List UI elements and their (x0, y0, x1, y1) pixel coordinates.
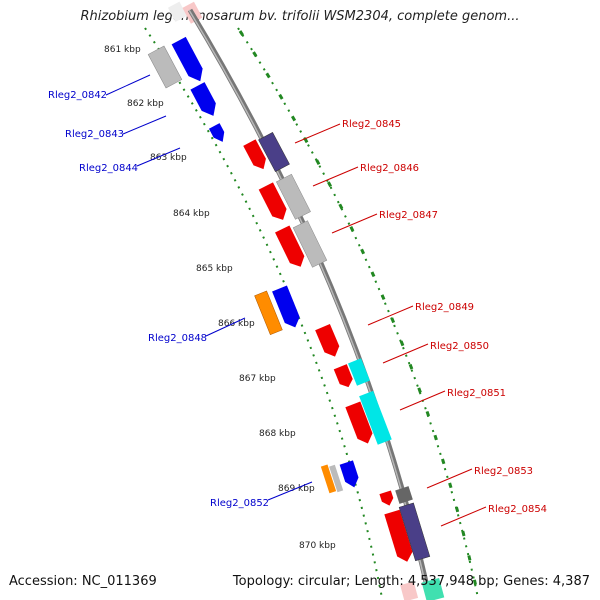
ruler-label: 864 kbp (173, 209, 210, 219)
gene-leader-line (440, 506, 487, 527)
gene-arrow-red-6 (345, 401, 373, 444)
gene-label-rleg2-0849[interactable]: Rleg2_0849 (415, 302, 474, 313)
gene-block-orange-2 (320, 464, 337, 494)
ruler-label: 869 kbp (278, 484, 315, 494)
reverse-genes (243, 132, 445, 600)
ruler-label: 863 kbp (150, 153, 187, 163)
gene-arrow-blue-1 (171, 36, 203, 82)
gene-label-rleg2-0843[interactable]: Rleg2_0843 (65, 129, 124, 140)
gene-block-gray-3 (276, 173, 311, 220)
gene-partial-bottom-teal (421, 578, 445, 600)
gene-leader-line (331, 213, 378, 234)
gene-block-gray-2 (329, 464, 344, 493)
gene-arrow-red-2 (258, 182, 287, 220)
gene-arrow-red-3 (275, 225, 305, 267)
gene-arrow-blue-5 (339, 460, 359, 488)
gene-label-rleg2-0852[interactable]: Rleg2_0852 (210, 498, 269, 509)
ruler-labels: 861 kbp 862 kbp 863 kbp 864 kbp 865 kbp … (104, 45, 336, 551)
gene-leader-line (426, 468, 473, 489)
gene-leader-line (294, 123, 341, 144)
gene-leader-line (382, 343, 429, 364)
ruler-label: 870 kbp (299, 541, 336, 551)
forward-genes (147, 36, 359, 494)
gene-label-rleg2-0845[interactable]: Rleg2_0845 (342, 119, 401, 130)
gene-label-rleg2-0853[interactable]: Rleg2_0853 (474, 466, 533, 477)
gene-arrow-red-1 (243, 139, 266, 170)
gene-arrow-blue-3 (208, 123, 225, 142)
gene-label-rleg2-0847[interactable]: Rleg2_0847 (379, 210, 438, 221)
gene-arrow-red-7 (379, 490, 394, 506)
ruler-label: 866 kbp (218, 319, 255, 329)
gene-leader-line (312, 166, 359, 187)
gene-block-darkgray-1 (395, 486, 413, 504)
gene-partial-top-white (167, 1, 187, 22)
gene-leader-line (105, 74, 151, 96)
gene-label-rleg2-0851[interactable]: Rleg2_0851 (447, 388, 506, 399)
ruler-label: 861 kbp (104, 45, 141, 55)
ruler-label: 862 kbp (127, 99, 164, 109)
gene-leader-line (267, 481, 313, 501)
gene-leader-line (205, 317, 246, 337)
gene-label-rleg2-0850[interactable]: Rleg2_0850 (430, 341, 489, 352)
gene-label-rleg2-0854[interactable]: Rleg2_0854 (488, 504, 547, 515)
gene-partial-bottom-pink (400, 581, 419, 600)
gene-leader-line (367, 305, 414, 326)
gene-arrow-red-4 (315, 323, 340, 357)
gene-label-rleg2-0844[interactable]: Rleg2_0844 (79, 163, 138, 174)
ruler-label: 868 kbp (259, 429, 296, 439)
gene-arrow-blue-2 (190, 82, 216, 116)
gene-block-gray-top (147, 45, 183, 89)
gene-block-cyan-1 (348, 358, 370, 386)
topology-text: Topology: circular; Length: 4,537,948 bp… (232, 574, 590, 589)
gene-block-orange-1 (254, 290, 283, 336)
gene-block-purple-2 (398, 502, 431, 562)
gene-label-rleg2-0848[interactable]: Rleg2_0848 (148, 333, 207, 344)
gene-leader-line (399, 390, 446, 411)
ruler-label: 867 kbp (239, 374, 276, 384)
left-gene-labels: Rleg2_0842 Rleg2_0843 Rleg2_0844 Rleg2_0… (48, 74, 313, 509)
outer-guide-right (237, 27, 479, 599)
gene-block-purple-1 (258, 132, 290, 172)
gene-block-cyan-2 (359, 390, 392, 445)
ruler-label: 865 kbp (196, 264, 233, 274)
gene-label-rleg2-0842[interactable]: Rleg2_0842 (48, 90, 107, 101)
gene-arrow-blue-4 (272, 285, 300, 328)
strand-band (145, 28, 478, 598)
gene-arrow-red-5 (333, 364, 353, 388)
right-gene-labels: Rleg2_0845 Rleg2_0846 Rleg2_0847 Rleg2_0… (294, 119, 547, 527)
accession-text: Accession: NC_011369 (9, 574, 157, 589)
gene-block-gray-4 (292, 220, 328, 268)
gene-leader-line (136, 147, 181, 167)
gene-leader-line (122, 115, 167, 135)
gene-label-rleg2-0846[interactable]: Rleg2_0846 (360, 163, 419, 174)
gene-arrow-red-8 (384, 509, 413, 562)
